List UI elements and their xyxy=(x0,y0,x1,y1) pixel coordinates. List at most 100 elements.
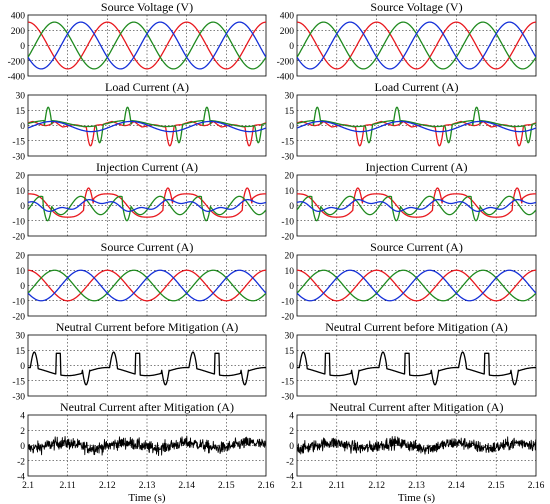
traces xyxy=(28,351,266,386)
series-line-n xyxy=(297,351,536,386)
y-tick-label: 15 xyxy=(16,107,26,117)
x-axis-label: Time (s) xyxy=(128,492,166,504)
subplot-title: Injection Current (A) xyxy=(366,160,468,174)
subplot-1: Source Voltage (V) 400 200 0 -200 -400 xyxy=(277,0,537,83)
series-line-c xyxy=(297,269,536,302)
y-tick-label: -10 xyxy=(12,217,25,227)
y-tick-label: -4 xyxy=(17,473,25,483)
y-tick-label: 20 xyxy=(16,172,26,182)
y-tick-label: -15 xyxy=(281,137,294,147)
x-tick-label: 2.15 xyxy=(218,481,235,491)
x-tick-label: 2.13 xyxy=(139,481,156,491)
subplot-4: Source Current (A) 20 10 0 -10 -20 xyxy=(12,240,267,323)
y-tick-label: -20 xyxy=(281,313,294,323)
y-tick-label: -2 xyxy=(17,457,25,467)
traces xyxy=(297,351,536,386)
traces xyxy=(28,187,266,222)
y-tick-label: 0 xyxy=(20,362,25,372)
subplot-title: Source Current (A) xyxy=(370,240,463,254)
y-tick-label: 0 xyxy=(289,362,294,372)
y-tick-label: -20 xyxy=(12,233,25,243)
y-tick-label: 0 xyxy=(289,282,294,292)
traces xyxy=(28,106,266,147)
y-tick-label: 200 xyxy=(11,27,26,37)
y-tick-label: -20 xyxy=(281,233,294,243)
traces xyxy=(297,436,536,455)
y-tick-label: 400 xyxy=(280,12,295,22)
series-line-b xyxy=(297,106,536,144)
subplot-3: Injection Current (A) 20 10 0 -10 -20 xyxy=(281,160,537,243)
y-tick-label: 30 xyxy=(285,332,295,342)
series-line-a xyxy=(297,269,536,302)
y-tick-label: 0 xyxy=(20,42,25,52)
x-tick-label: 2.14 xyxy=(448,481,465,491)
x-tick-label: 2.14 xyxy=(178,481,195,491)
subplot-title: Load Current (A) xyxy=(105,80,189,94)
y-tick-label: 0 xyxy=(20,282,25,292)
y-tick-label: -200 xyxy=(8,57,26,67)
subplot-title: Neutral Current after Mitigation (A) xyxy=(330,400,504,414)
series-line-c xyxy=(28,198,266,213)
y-tick-label: -10 xyxy=(281,297,294,307)
y-tick-label: -10 xyxy=(281,217,294,227)
y-tick-label: 0 xyxy=(20,202,25,212)
x-tick-label: 2.12 xyxy=(99,481,116,491)
subplot-title: Source Voltage (V) xyxy=(370,0,462,14)
y-tick-label: 30 xyxy=(16,332,26,342)
subplot-6: Neutral Current after Mitigation (A) 4 2 0 -… xyxy=(286,400,544,491)
series-line-a xyxy=(297,120,536,147)
traces xyxy=(297,187,536,222)
y-tick-label: 20 xyxy=(285,252,295,262)
y-tick-label: 0 xyxy=(289,42,294,52)
y-tick-label: 20 xyxy=(16,252,26,262)
y-tick-label: -30 xyxy=(281,153,294,163)
y-tick-label: 0 xyxy=(289,122,294,132)
x-tick-label: 2.16 xyxy=(528,481,545,491)
y-tick-label: 200 xyxy=(280,27,295,37)
y-tick-label: 2 xyxy=(289,427,294,437)
y-tick-label: 10 xyxy=(285,267,295,277)
y-tick-label: 15 xyxy=(16,347,26,357)
x-tick-label: 2.15 xyxy=(488,481,505,491)
x-tick-label: 2.11 xyxy=(60,481,77,491)
traces xyxy=(297,106,536,147)
y-tick-label: -30 xyxy=(12,393,25,403)
series-line-c xyxy=(297,21,536,70)
y-tick-label: 15 xyxy=(285,107,295,117)
y-tick-label: 4 xyxy=(20,412,25,422)
y-tick-label: 20 xyxy=(285,172,295,182)
y-tick-label: -30 xyxy=(12,153,25,163)
series-line-a xyxy=(28,187,266,218)
subplot-6: Neutral Current after Mitigation (A) 4 2 0 -… xyxy=(17,400,274,491)
subplot-2: Load Current (A) 30 15 0 -15 -30 xyxy=(12,80,267,163)
subplot-4: Source Current (A) 20 10 0 -10 -20 xyxy=(281,240,537,323)
y-tick-label: 2 xyxy=(20,427,25,437)
subplot-title: Load Current (A) xyxy=(375,80,459,94)
y-tick-label: 400 xyxy=(11,12,26,22)
subplot-5: Neutral Current before Mitigation (A) 30 1… xyxy=(281,320,537,403)
y-tick-label: -15 xyxy=(12,377,25,387)
series-line-c xyxy=(28,120,266,133)
subplot-title: Source Current (A) xyxy=(101,240,194,254)
y-tick-label: 30 xyxy=(16,92,26,102)
series-line-n xyxy=(28,435,266,457)
series-line-a xyxy=(297,187,536,218)
y-tick-label: -15 xyxy=(281,377,294,387)
x-tick-label: 2.1 xyxy=(291,481,303,491)
y-tick-label: 10 xyxy=(16,267,26,277)
series-line-n xyxy=(297,436,536,455)
series-line-c xyxy=(28,269,266,302)
y-tick-label: 0 xyxy=(289,442,294,452)
subplot-title: Neutral Current before Mitigation (A) xyxy=(325,320,508,334)
series-line-c xyxy=(297,198,536,213)
y-tick-label: -30 xyxy=(281,393,294,403)
y-tick-label: 15 xyxy=(285,347,295,357)
x-axis-label: Time (s) xyxy=(398,492,436,504)
y-tick-label: -15 xyxy=(12,137,25,147)
y-tick-label: 4 xyxy=(289,412,294,422)
subplot-title: Source Voltage (V) xyxy=(101,0,193,14)
series-line-c xyxy=(297,120,536,133)
